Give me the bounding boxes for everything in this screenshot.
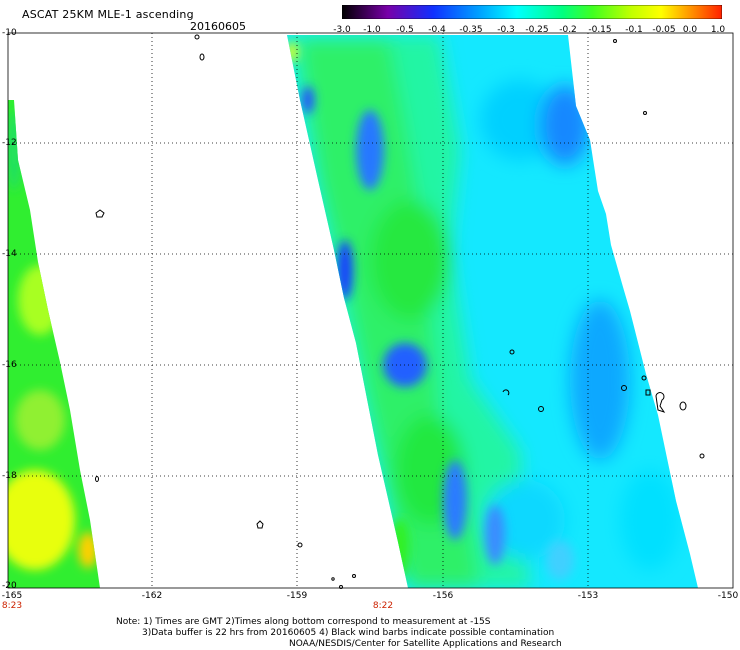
west-swath — [8, 100, 100, 588]
lon-label-156w: -156 — [432, 591, 454, 601]
map-frame — [7, 32, 734, 589]
lon-label-165w: -165 — [1, 591, 23, 601]
lat-label-16s: -16 — [2, 360, 17, 370]
colorbar-label-1: -3.0 — [333, 25, 351, 35]
island-outlines — [95, 34, 705, 589]
lon-label-150w: -150 — [717, 591, 739, 601]
note-line-1: Note: 1) Times are GMT 2)Times along bot… — [116, 617, 491, 627]
lon-label-159w: -159 — [286, 591, 308, 601]
lon-label-153w: -153 — [577, 591, 599, 601]
grid-lines — [8, 33, 733, 588]
colorbar-label-13: 1.0 — [710, 25, 726, 35]
lat-label-10s: -10 — [2, 28, 17, 38]
product-date: 20160605 — [190, 20, 246, 33]
colorbar-label-4: -0.4 — [428, 25, 446, 35]
colorbar-label-5: -0.35 — [459, 25, 483, 35]
colorbar-label-3: -0.5 — [396, 25, 414, 35]
note-line-2: 3)Data buffer is 22 hrs from 20160605 4)… — [142, 628, 555, 638]
lat-label-20s: -20 — [2, 581, 17, 591]
colorbar-label-2: -1.0 — [363, 25, 381, 35]
colorbar-label-9: -0.15 — [588, 25, 612, 35]
colorbar-label-10: -0.1 — [625, 25, 643, 35]
lon-label-162w: -162 — [141, 591, 163, 601]
lat-label-18s: -18 — [2, 471, 17, 481]
colorbar-label-11: -0.05 — [652, 25, 676, 35]
colorbar-label-12: 0.0 — [682, 25, 698, 35]
colorbar-label-8: -0.2 — [559, 25, 577, 35]
note-line-3: NOAA/NESDIS/Center for Satellite Applica… — [289, 639, 562, 649]
time-label-east: 8:22 — [372, 601, 394, 611]
colorbar-label-7: -0.25 — [525, 25, 549, 35]
lat-label-14s: -14 — [2, 249, 17, 259]
product-title: ASCAT 25KM MLE-1 ascending — [22, 8, 194, 21]
time-label-west: 8:23 — [1, 601, 23, 611]
lat-label-12s: -12 — [2, 138, 17, 148]
colorbar-label-6: -0.3 — [497, 25, 515, 35]
colorbar — [342, 5, 722, 19]
